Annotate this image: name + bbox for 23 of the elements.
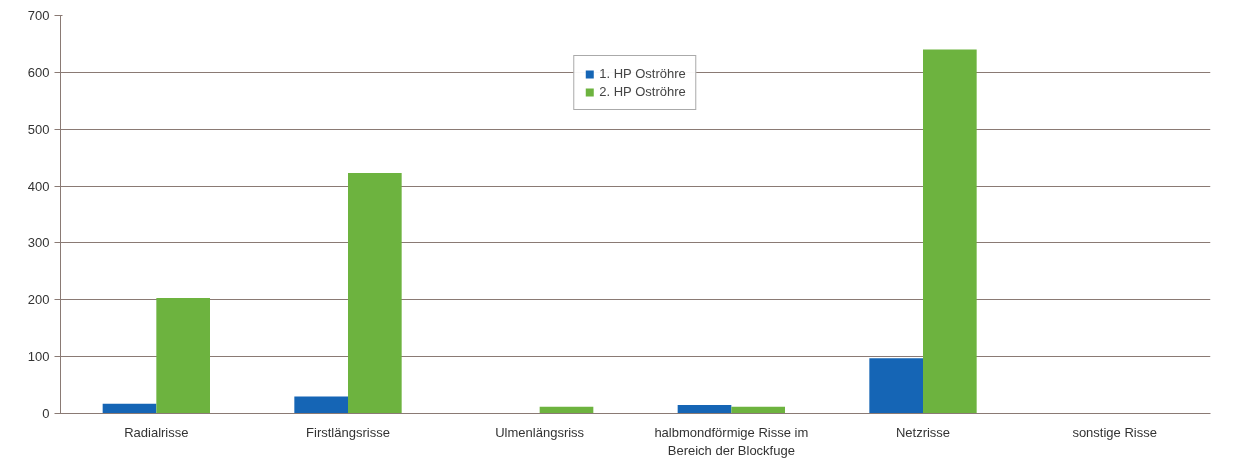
y-tick-label: 100 <box>27 349 50 365</box>
bar <box>102 403 157 414</box>
bar <box>156 298 210 414</box>
x-tick-label: sonstige Risse <box>1072 424 1157 440</box>
y-tick-label: 500 <box>27 121 50 137</box>
y-tick-label: 0 <box>42 406 50 421</box>
y-tick-label: 300 <box>27 235 50 251</box>
x-tick-label: Ulmenlängsriss <box>495 424 585 440</box>
y-tick-label: 600 <box>27 64 50 80</box>
bar <box>869 358 923 414</box>
x-tick-label: Radialrisse <box>124 424 189 440</box>
x-tick-label: halbmondförmige Risse im Bereich der Blockfuge <box>654 424 809 458</box>
legend-label: 1. HP Oströhre <box>599 66 686 81</box>
bar <box>348 172 402 414</box>
y-tick-label: 200 <box>27 292 50 308</box>
bar <box>923 49 977 414</box>
bar <box>677 404 732 414</box>
x-tick-label: Firstlängsrisse <box>306 424 390 440</box>
legend-label: 2. HP Oströhre <box>599 84 686 99</box>
x-tick-label: Netzrisse <box>895 424 951 440</box>
y-tick-label: 400 <box>27 178 50 194</box>
bar <box>294 396 348 414</box>
y-tick-label: 700 <box>27 8 50 23</box>
